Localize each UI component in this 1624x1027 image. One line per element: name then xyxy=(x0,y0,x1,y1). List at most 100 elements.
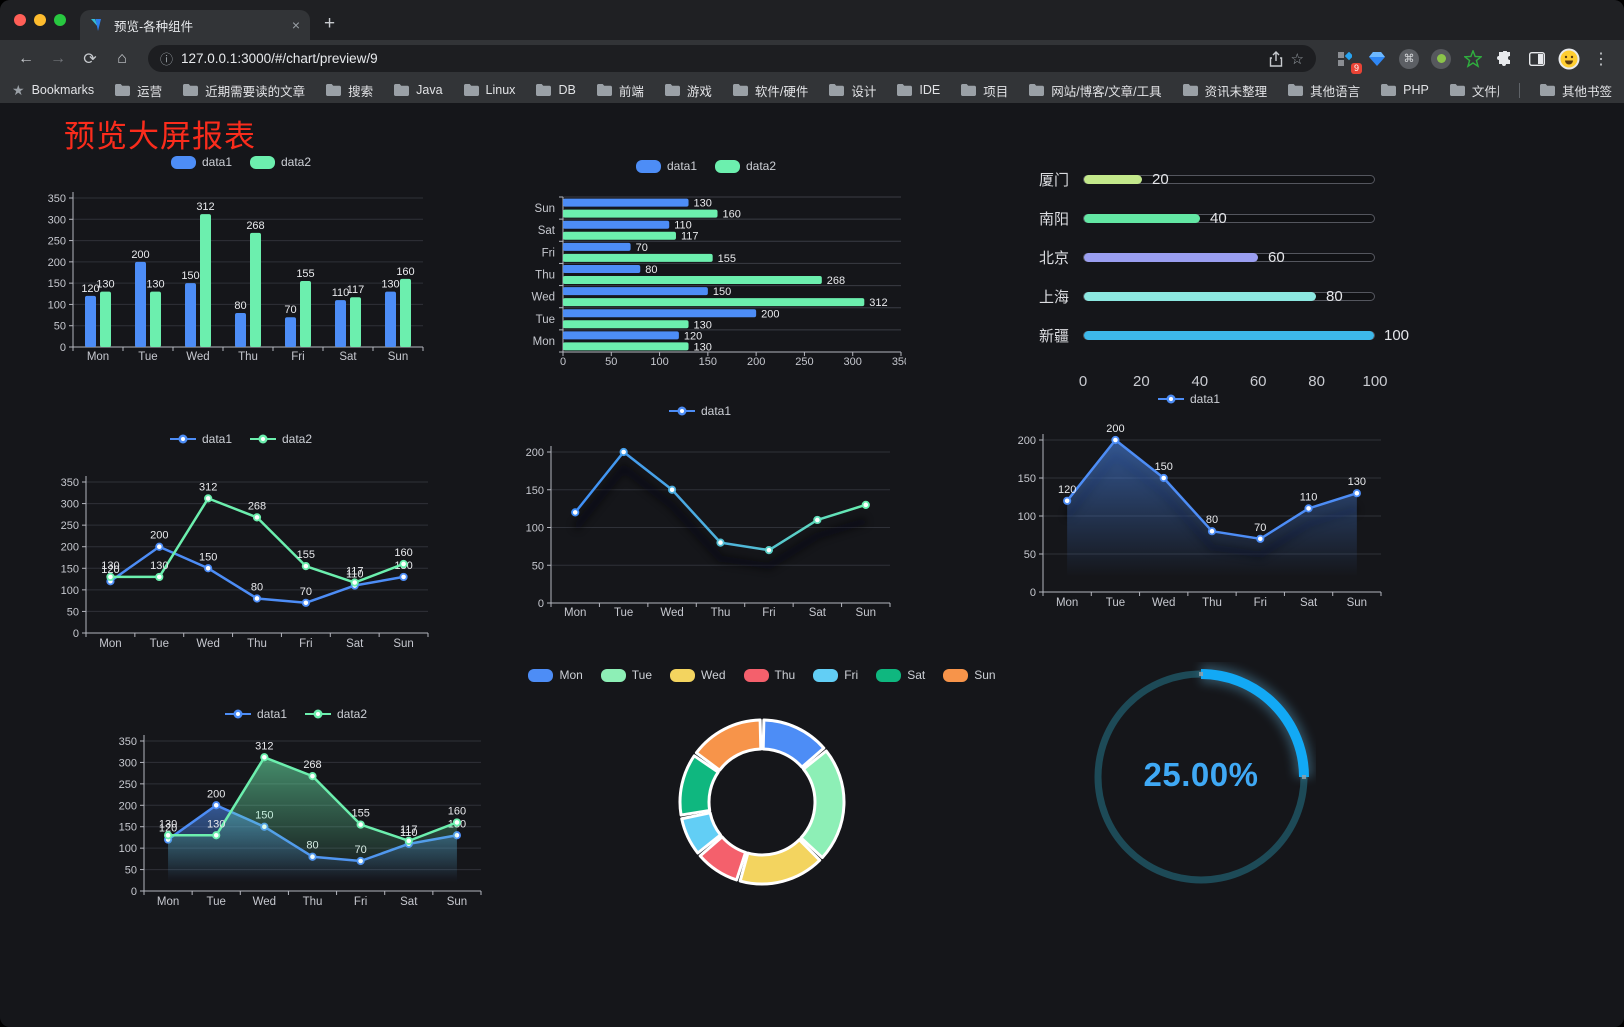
bookmark-item[interactable]: DB xyxy=(536,83,576,97)
legend-line-icon xyxy=(1157,394,1184,404)
bookmarks-list: 运营 近期需要读的文章 搜索 Java Linux DB 前端 游戏 软件/硬件 设计 IDE 项目 网… xyxy=(115,81,1499,100)
address-bar[interactable]: ⓘ 127.0.0.1:3000/#/chart/preview/9 ☆ xyxy=(148,45,1316,72)
bookmark-item[interactable]: 运营 xyxy=(115,81,162,100)
other-bookmarks[interactable]: 其他书签 xyxy=(1539,81,1612,100)
new-tab-button[interactable]: + xyxy=(324,13,336,34)
legend-item[interactable]: Sat xyxy=(876,668,925,682)
bookmark-item[interactable]: 前端 xyxy=(596,81,644,100)
bookmark-item[interactable]: PHP xyxy=(1381,83,1429,97)
svg-text:Tue: Tue xyxy=(150,638,169,650)
legend-item[interactable]: data2 xyxy=(715,159,776,173)
bookmark-item[interactable]: 资讯未整理 xyxy=(1182,81,1267,100)
extensions-puzzle-icon[interactable] xyxy=(1494,48,1516,70)
svg-text:155: 155 xyxy=(297,549,315,561)
legend-item[interactable]: data1 xyxy=(224,707,287,721)
bookmarks-root[interactable]: ★ Bookmarks xyxy=(12,82,94,99)
series-data2: 160 117 155 268 312 130 130 xyxy=(563,209,888,353)
svg-text:Fri: Fri xyxy=(291,351,304,363)
svg-text:268: 268 xyxy=(303,759,321,771)
pie-segment-Mon[interactable] xyxy=(761,718,826,769)
legend-item[interactable]: data2 xyxy=(250,432,312,446)
bookmark-item[interactable]: Linux xyxy=(463,83,515,97)
menu-icon[interactable]: ⋮ xyxy=(1593,50,1609,68)
folder-icon xyxy=(732,84,748,96)
progress-axis: 0 20 40 60 80 100 xyxy=(1079,369,1388,393)
legend-item[interactable]: data1 xyxy=(169,432,232,446)
bookmark-item[interactable]: 搜索 xyxy=(326,81,373,100)
extension-grid-icon[interactable]: 9 xyxy=(1334,48,1362,74)
split-view-icon[interactable] xyxy=(1526,48,1548,70)
pie-segment-Sun[interactable] xyxy=(694,718,763,772)
series-data1: 120 200 150 80 70 110 130 xyxy=(81,249,400,347)
share-icon[interactable] xyxy=(1269,50,1283,67)
legend-item[interactable]: data1 xyxy=(1157,392,1220,406)
legend-item[interactable]: data2 xyxy=(305,707,367,721)
profile-avatar[interactable] xyxy=(1558,48,1580,70)
extension-star-icon[interactable] xyxy=(1462,48,1484,70)
reload-button[interactable]: ⟳ xyxy=(83,50,97,68)
bookmark-item[interactable]: 软件/硬件 xyxy=(732,81,808,100)
bookmark-item[interactable]: 近期需要读的文章 xyxy=(183,81,305,100)
svg-text:Sat: Sat xyxy=(400,896,418,908)
folder-icon xyxy=(596,84,612,96)
chart-legend: data1 xyxy=(505,400,895,422)
axis-tick-label: 60 xyxy=(1249,373,1267,390)
legend-item[interactable]: Tue xyxy=(600,668,652,682)
site-info-icon[interactable]: ⓘ xyxy=(160,52,174,67)
legend-swatch-icon xyxy=(250,155,275,169)
bookmark-item[interactable]: 设计 xyxy=(829,81,876,100)
svg-text:Sun: Sun xyxy=(1347,597,1367,609)
bookmark-item[interactable]: 项目 xyxy=(961,81,1008,100)
chart-legend: data1 data2 xyxy=(506,155,906,177)
y-axis-labels: 0 50 100 150 200 xyxy=(526,447,544,610)
svg-text:155: 155 xyxy=(296,268,314,280)
extension-command-icon[interactable]: ⌘ xyxy=(1398,48,1420,70)
bookmark-item[interactable]: 游戏 xyxy=(664,81,712,100)
back-button[interactable]: ← xyxy=(18,49,34,67)
extension-gem-icon[interactable] xyxy=(1366,48,1388,70)
minimize-window-button[interactable] xyxy=(34,14,46,26)
browser-tab[interactable]: 预览-各种组件 × xyxy=(80,10,310,40)
progress-fill xyxy=(1084,292,1316,301)
svg-text:Wed: Wed xyxy=(196,638,219,650)
svg-text:150: 150 xyxy=(48,278,66,290)
pie-segment-Tue[interactable] xyxy=(799,749,846,860)
legend-item[interactable]: Thu xyxy=(743,668,795,682)
forward-button[interactable]: → xyxy=(50,49,66,67)
pie-segment-Sat[interactable] xyxy=(678,754,720,817)
legend-item[interactable]: data2 xyxy=(250,155,311,169)
y-axis-labels: 0 50 100 150 200 250 300 350 xyxy=(119,736,137,898)
svg-text:50: 50 xyxy=(125,865,137,877)
folder-icon xyxy=(1029,84,1045,96)
home-button[interactable]: ⌂ xyxy=(117,49,127,67)
bookmark-item[interactable]: 文件服务器 xyxy=(1449,81,1499,100)
pie-segment-Fri[interactable] xyxy=(680,811,723,855)
svg-text:Thu: Thu xyxy=(303,896,323,908)
pie-segment-Thu[interactable] xyxy=(698,835,748,882)
legend-item[interactable]: data1 xyxy=(635,159,697,173)
legend-item[interactable]: Fri xyxy=(813,668,858,682)
svg-text:100: 100 xyxy=(1018,511,1036,523)
bookmark-item[interactable]: 其他语言 xyxy=(1288,81,1360,100)
bookmark-item[interactable]: IDE xyxy=(897,83,940,97)
bookmark-item[interactable]: 网站/博客/文章/工具 xyxy=(1029,81,1162,100)
x-axis-labels: Mon Tue Wed Thu Fri Sat Sun xyxy=(1056,597,1367,609)
bookmark-star-icon[interactable]: ☆ xyxy=(1290,50,1304,68)
svg-text:0: 0 xyxy=(1030,587,1036,599)
url-text[interactable]: 127.0.0.1:3000/#/chart/preview/9 xyxy=(181,51,378,66)
pie-segment-Wed[interactable] xyxy=(738,838,822,886)
legend-item[interactable]: Mon xyxy=(528,668,583,682)
svg-text:Sun: Sun xyxy=(856,607,876,619)
legend-item[interactable]: data1 xyxy=(668,404,731,418)
bookmark-item[interactable]: Java xyxy=(394,83,443,97)
close-window-button[interactable] xyxy=(14,14,26,26)
legend-item[interactable]: data1 xyxy=(170,155,232,169)
extension-record-icon[interactable] xyxy=(1430,48,1452,70)
svg-text:117: 117 xyxy=(681,231,699,243)
zoom-window-button[interactable] xyxy=(54,14,66,26)
legend-line-icon xyxy=(305,709,331,719)
tab-close-button[interactable]: × xyxy=(291,17,300,33)
legend-item[interactable]: Wed xyxy=(670,668,726,682)
legend-item[interactable]: Sun xyxy=(943,668,996,682)
